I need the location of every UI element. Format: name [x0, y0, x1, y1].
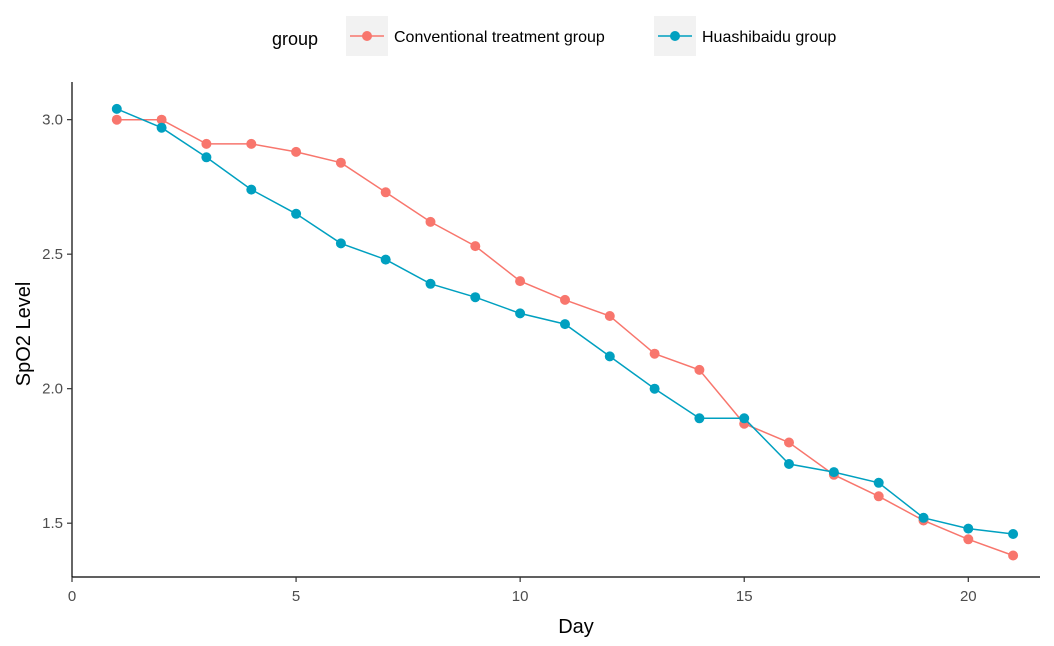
- data-point-huashibaidu-group-day-4: [246, 184, 257, 195]
- legend-item-huashibaidu-group: Huashibaidu group: [654, 16, 836, 56]
- data-point-huashibaidu-group-day-11: [560, 319, 570, 330]
- y-tick-label: 1.5: [42, 515, 63, 532]
- legend-label-conventional-treatment-group: Conventional treatment group: [394, 29, 605, 46]
- data-point-conventional-treatment-group-day-10: [515, 276, 526, 287]
- data-point-conventional-treatment-group-day-5: [291, 146, 302, 157]
- data-point-conventional-treatment-group-day-9: [470, 241, 481, 252]
- data-point-huashibaidu-group-day-17: [828, 467, 839, 478]
- legend-item-conventional-treatment-group: Conventional treatment group: [346, 16, 605, 56]
- data-point-conventional-treatment-group-day-18: [873, 491, 884, 502]
- x-tick-label: 15: [736, 588, 753, 605]
- data-point-huashibaidu-group-day-6: [335, 238, 346, 249]
- data-point-conventional-treatment-group-day-12: [604, 311, 615, 321]
- y-axis-title: SpO2 Level: [13, 282, 35, 387]
- data-point-conventional-treatment-group-day-16: [784, 437, 794, 448]
- data-point-huashibaidu-group-day-19: [918, 512, 929, 523]
- x-axis-title: Day: [558, 616, 594, 638]
- data-point-conventional-treatment-group-day-21: [1008, 550, 1019, 561]
- legend: group Conventional treatment group Huashi…: [272, 16, 836, 56]
- data-point-huashibaidu-group-day-20: [963, 523, 974, 534]
- data-point-huashibaidu-group-day-10: [515, 308, 526, 319]
- data-point-conventional-treatment-group-day-14: [694, 364, 705, 375]
- data-point-conventional-treatment-group-day-13: [649, 348, 660, 359]
- series-conventional-treatment-group: [111, 114, 1019, 561]
- y-tick-label: 2.5: [42, 246, 63, 263]
- x-tick-label: 20: [960, 588, 977, 605]
- data-point-conventional-treatment-group-day-1: [111, 114, 122, 125]
- data-point-conventional-treatment-group-day-4: [246, 138, 257, 149]
- data-point-conventional-treatment-group-day-7: [380, 187, 391, 198]
- data-point-huashibaidu-group-day-15: [739, 413, 750, 424]
- data-point-huashibaidu-group-day-12: [604, 351, 615, 362]
- data-point-huashibaidu-group-day-7: [380, 254, 391, 265]
- data-point-huashibaidu-group-day-13: [649, 383, 660, 394]
- data-point-huashibaidu-group-day-18: [873, 477, 884, 488]
- y-tick-label: 2.0: [42, 381, 63, 398]
- data-point-huashibaidu-group-day-5: [291, 208, 302, 219]
- y-tick-label: 3.0: [42, 112, 63, 129]
- data-point-conventional-treatment-group-day-8: [425, 216, 436, 227]
- x-tick-label: 0: [68, 588, 76, 605]
- data-point-conventional-treatment-group-day-11: [560, 294, 570, 305]
- data-point-huashibaidu-group-day-8: [425, 278, 436, 289]
- x-tick-label: 10: [512, 588, 529, 605]
- legend-key-point: [670, 31, 680, 41]
- data-point-conventional-treatment-group-day-3: [201, 138, 212, 149]
- axes: 0 5 10 15 20 1.5 2.0 2.5 3.0: [42, 82, 1040, 605]
- data-point-huashibaidu-group-day-16: [784, 459, 794, 469]
- series-layer: [111, 103, 1019, 561]
- data-point-conventional-treatment-group-day-6: [335, 157, 346, 168]
- data-point-huashibaidu-group-day-21: [1008, 529, 1019, 539]
- legend-title: group: [272, 29, 318, 49]
- data-point-huashibaidu-group-day-1: [111, 103, 122, 114]
- data-point-huashibaidu-group-day-9: [470, 292, 481, 303]
- data-point-huashibaidu-group-day-3: [201, 152, 212, 163]
- data-point-conventional-treatment-group-day-2: [156, 114, 167, 125]
- x-tick-label: 5: [292, 588, 300, 605]
- legend-key-point: [362, 31, 372, 41]
- legend-label-huashibaidu-group: Huashibaidu group: [702, 29, 836, 46]
- data-point-huashibaidu-group-day-2: [156, 122, 167, 133]
- data-point-huashibaidu-group-day-14: [694, 413, 705, 424]
- series-huashibaidu-group: [111, 103, 1019, 539]
- data-point-conventional-treatment-group-day-20: [963, 534, 974, 545]
